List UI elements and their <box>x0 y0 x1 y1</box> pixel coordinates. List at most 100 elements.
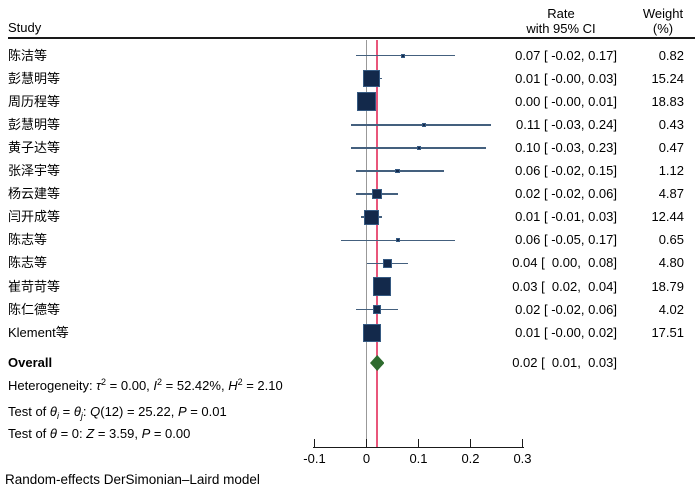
weight-value: 17.51 <box>651 324 684 340</box>
stat-text: = <box>58 404 74 419</box>
x-axis-tick <box>469 439 472 447</box>
null-reference-line <box>366 40 367 448</box>
stat-subscript-i: i <box>56 411 59 421</box>
stat-text: Test of <box>8 426 50 441</box>
stat-symbol-tau: τ <box>96 378 102 393</box>
weight-value: 0.43 <box>658 116 684 132</box>
ci-value: 0.02 [ -0.02, 0.06] <box>515 186 617 202</box>
study-label: 陈仁德等 <box>8 301 61 317</box>
weight-value: 0.82 <box>658 47 684 63</box>
rate-header-line1: Rate <box>547 6 575 21</box>
weight-value: 4.02 <box>658 301 684 317</box>
weight-header-line2: (%) <box>652 21 674 36</box>
header-rule <box>8 37 695 39</box>
x-axis-tick-label: 0.3 <box>513 451 532 466</box>
ci-value: 0.01 [ -0.00, 0.02] <box>515 324 617 340</box>
ci-line <box>356 170 445 172</box>
effect-square <box>400 53 405 58</box>
stat-superscript: 2 <box>237 377 243 387</box>
column-header-study: Study <box>8 20 42 35</box>
study-label: 彭慧明等 <box>8 116 61 132</box>
weight-value: 4.80 <box>658 255 684 271</box>
stat-text: (12) = 25.22, <box>100 404 178 419</box>
stat-text: = 0.00, <box>106 378 154 393</box>
stat-symbol-I: I <box>153 378 158 393</box>
effect-square <box>382 258 392 269</box>
ci-line <box>350 124 492 126</box>
stat-text: = 0.00 <box>150 426 191 441</box>
effect-square <box>421 122 426 127</box>
study-label: 张泽宇等 <box>8 163 61 178</box>
weight-value: 0.47 <box>658 139 684 155</box>
weight-header-line1: Weight <box>642 6 684 21</box>
effect-square <box>362 323 381 342</box>
ci-line <box>356 54 455 57</box>
stat-symbol-theta: θ <box>49 426 57 441</box>
column-header-rate: Rate with 95% CI <box>505 6 617 36</box>
stat-text: Test of <box>8 404 50 419</box>
ci-value: 0.10 [ -0.03, 0.23] <box>515 139 617 155</box>
x-axis-tick <box>521 439 524 447</box>
study-label: 周历程等 <box>8 93 61 109</box>
weight-value: 18.83 <box>651 93 684 109</box>
stat-symbol-theta: θ <box>73 404 81 419</box>
overall-estimate-line <box>375 40 378 448</box>
rate-header-line2: with 95% CI <box>526 21 596 36</box>
ci-value: 0.01 [ -0.00, 0.03] <box>515 70 617 86</box>
x-axis-tick <box>313 439 316 447</box>
stat-text: : <box>82 404 91 419</box>
ci-value: 0.02 [ -0.02, 0.06] <box>515 301 617 317</box>
x-axis-tick <box>417 439 420 447</box>
x-axis-tick-label: 0.2 <box>461 451 480 466</box>
stat-symbol-H: H <box>228 378 238 393</box>
overall-ci-value: 0.02 [ 0.01, 0.03] <box>512 354 617 370</box>
stat-symbol-P: P <box>141 426 151 441</box>
x-axis-tick-label: 0.1 <box>409 451 428 466</box>
stat-text: Heterogeneity: <box>8 378 97 393</box>
study-label: 陈志等 <box>8 255 48 271</box>
weight-value: 18.79 <box>651 278 684 294</box>
ci-value: 0.06 [ -0.05, 0.17] <box>515 232 617 248</box>
stat-text: = 52.42%, <box>162 378 229 393</box>
study-label: 崔苛苛等 <box>8 278 61 294</box>
stat-superscript: 2 <box>101 377 107 387</box>
column-header-weight: Weight (%) <box>634 6 692 36</box>
stat-symbol-Z: Z <box>86 426 95 441</box>
ci-value: 0.11 [ -0.03, 0.24] <box>516 116 617 132</box>
x-axis-tick <box>365 439 368 447</box>
stat-symbol-theta: θ <box>49 404 57 419</box>
x-axis-tick-label: 0 <box>362 451 371 466</box>
ci-value: 0.06 [ -0.02, 0.15] <box>515 163 617 178</box>
test-theta-zero-stats: Test of θ = 0: Z = 3.59, P = 0.00 <box>8 425 190 442</box>
study-label: 闫开成等 <box>8 209 61 225</box>
heterogeneity-stats: Heterogeneity: τ2 = 0.00, I2 = 52.42%, H… <box>8 377 283 396</box>
weight-value: 4.87 <box>658 186 684 202</box>
overall-diamond <box>369 354 385 371</box>
stat-symbol-P: P <box>177 404 187 419</box>
effect-square <box>395 238 400 243</box>
study-label: 杨云建等 <box>8 186 61 202</box>
weight-value: 1.12 <box>658 163 684 178</box>
stat-text: = 2.10 <box>242 378 283 393</box>
stat-text: = 0.01 <box>186 404 227 419</box>
overall-label: Overall <box>8 354 53 370</box>
study-label: 彭慧明等 <box>8 70 61 86</box>
effect-square <box>395 168 400 174</box>
effect-square <box>416 145 421 150</box>
effect-square <box>364 209 380 225</box>
ci-value: 0.04 [ 0.00, 0.08] <box>512 255 617 271</box>
ci-value: 0.01 [ -0.01, 0.03] <box>515 209 617 225</box>
stat-text: = 0: <box>56 426 87 441</box>
weight-value: 15.24 <box>651 70 684 86</box>
ci-value: 0.03 [ 0.02, 0.04] <box>512 278 617 294</box>
stat-superscript: 2 <box>157 377 163 387</box>
x-axis-tick-label: -0.1 <box>303 451 326 466</box>
ci-value: 0.00 [ -0.00, 0.01] <box>515 93 617 109</box>
stat-symbol-Q: Q <box>90 404 101 419</box>
study-label: Klement等 <box>8 324 69 340</box>
